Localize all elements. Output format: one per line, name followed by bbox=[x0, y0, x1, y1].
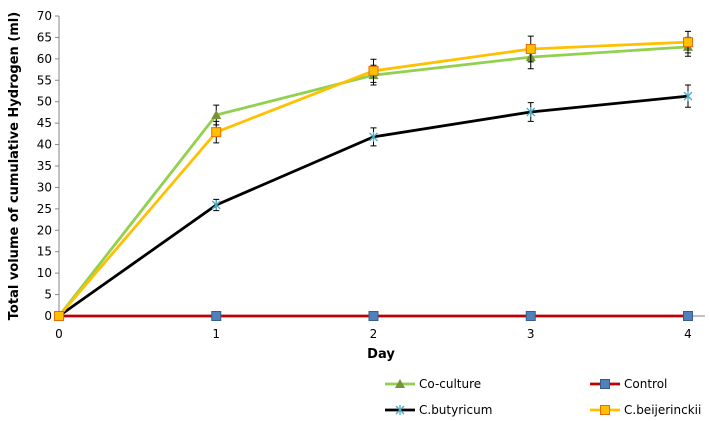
data-point bbox=[683, 37, 693, 48]
legend-item: Control bbox=[590, 377, 667, 391]
y-tick-label: 15 bbox=[37, 245, 52, 259]
data-point bbox=[683, 311, 693, 321]
x-tick-label: 1 bbox=[212, 327, 220, 341]
y-tick-label: 20 bbox=[37, 223, 52, 237]
legend-label: Co-culture bbox=[419, 377, 481, 391]
y-tick-label: 30 bbox=[37, 180, 52, 194]
series-control bbox=[54, 311, 693, 321]
data-point bbox=[211, 200, 221, 210]
x-axis-label: Day bbox=[367, 347, 395, 362]
legend-label: Control bbox=[624, 377, 667, 391]
data-point bbox=[368, 311, 379, 321]
y-tick-label: 65 bbox=[37, 30, 52, 44]
y-tick-label: 5 bbox=[44, 288, 52, 302]
series-c-beijerinckii bbox=[54, 30, 693, 321]
legend-item: C.beijerinckii bbox=[590, 403, 701, 417]
y-tick-label: 60 bbox=[37, 52, 52, 66]
y-tick-label: 35 bbox=[37, 159, 52, 173]
legend-item: Co-culture bbox=[385, 377, 481, 391]
legend-label: C.beijerinckii bbox=[624, 403, 701, 417]
x-tick-label: 4 bbox=[684, 327, 692, 341]
legend-item: C.butyricum bbox=[385, 403, 492, 417]
y-tick-label: 25 bbox=[37, 202, 52, 216]
data-point bbox=[526, 107, 536, 117]
y-tick-label: 40 bbox=[37, 138, 52, 152]
y-tick-label: 10 bbox=[37, 266, 52, 280]
legend-marker bbox=[395, 379, 405, 388]
x-tick-label: 0 bbox=[55, 327, 63, 341]
data-point bbox=[525, 44, 536, 54]
data-point bbox=[54, 311, 64, 321]
y-tick-label: 50 bbox=[37, 95, 52, 109]
legend-marker bbox=[600, 405, 610, 415]
data-point bbox=[525, 311, 536, 321]
series-c-butyricum bbox=[54, 84, 693, 321]
data-point bbox=[211, 110, 222, 119]
data-point bbox=[369, 131, 378, 142]
legend-marker bbox=[600, 379, 610, 389]
data-point bbox=[368, 65, 379, 76]
data-point bbox=[211, 127, 222, 138]
y-tick-label: 0 bbox=[44, 309, 52, 323]
x-tick-label: 2 bbox=[370, 327, 378, 341]
y-tick-label: 70 bbox=[37, 9, 52, 23]
y-tick-label: 55 bbox=[37, 73, 52, 87]
x-tick-label: 3 bbox=[527, 327, 535, 341]
data-point bbox=[211, 311, 222, 321]
legend-marker bbox=[395, 405, 405, 415]
y-tick-label: 45 bbox=[37, 116, 52, 130]
data-point bbox=[683, 91, 693, 102]
series-line bbox=[57, 45, 689, 317]
legend-label: C.butyricum bbox=[419, 403, 492, 417]
y-axis-label: Total volume of cumulative Hydrogen (ml) bbox=[7, 12, 22, 320]
